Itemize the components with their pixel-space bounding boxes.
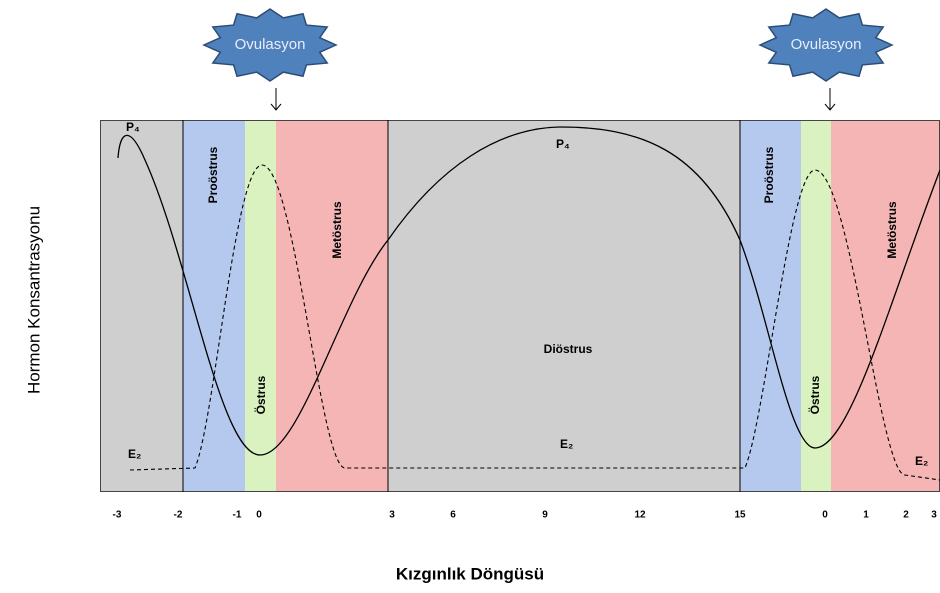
region	[276, 120, 388, 492]
x-tick-label: 0	[256, 510, 262, 521]
x-tick-label: 2	[903, 510, 909, 521]
e2-label: E₂	[560, 437, 573, 451]
star	[758, 8, 894, 82]
ovulation-label: Ovulasyon	[235, 36, 306, 53]
p4-curve	[117, 126, 940, 456]
x-ticks: -3 -2 -1 0 3 6 9 12 15 0 1 2 3	[113, 510, 938, 521]
arrow-head	[270, 103, 282, 111]
phase-label: Metöstrus	[885, 201, 899, 259]
x-tick-label: 1	[863, 510, 869, 521]
p4-label: P₄	[556, 137, 570, 151]
x-tick-label: -3	[113, 510, 122, 521]
e2-label: E₂	[128, 447, 141, 461]
arrow-head	[824, 103, 836, 111]
x-tick-label: 15	[734, 510, 746, 521]
e2-curve	[129, 164, 940, 481]
region	[245, 120, 276, 492]
phase-label: Östrus	[807, 375, 822, 414]
phase-backgrounds	[100, 120, 940, 492]
ovulation-label: Ovulasyon	[791, 36, 862, 53]
x-tick-label: 0	[822, 510, 828, 521]
phase-label: Östrus	[253, 375, 268, 414]
e2-label: E₂	[915, 454, 928, 468]
phase-label: Proöstrus	[206, 146, 220, 203]
p4-label: P₄	[126, 120, 140, 134]
x-tick-label: 9	[542, 510, 548, 521]
x-tick-label: -2	[174, 510, 183, 521]
x-tick-label: 3	[389, 510, 395, 521]
y-axis-label: Hormon Konsantrasyonu	[24, 206, 43, 394]
x-tick-label: 6	[450, 510, 456, 521]
region	[740, 120, 801, 492]
x-axis-label: Kızgınlık Döngüsü	[396, 564, 544, 583]
phase-label: Metöstrus	[330, 201, 344, 259]
region	[831, 120, 940, 492]
phase-label: Proöstrus	[762, 146, 776, 203]
star	[202, 8, 338, 82]
region	[801, 120, 831, 492]
x-tick-label: 3	[931, 510, 937, 521]
region	[388, 120, 740, 492]
phase-label: Diöstrus	[544, 342, 593, 356]
x-tick-label: -1	[233, 510, 242, 521]
region	[100, 120, 183, 492]
x-tick-label: 12	[634, 510, 646, 521]
ovulation-markers	[202, 8, 894, 82]
